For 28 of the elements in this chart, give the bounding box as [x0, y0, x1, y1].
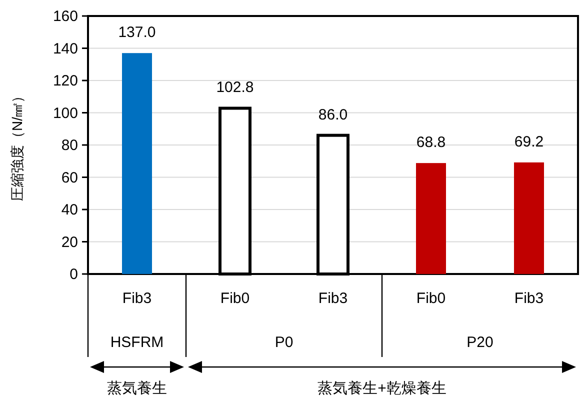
y-tick-label: 100: [52, 104, 78, 122]
text: 蒸気養生: [107, 380, 167, 397]
x-tick-label: Fib0: [416, 290, 446, 307]
y-tick-label: 0: [70, 266, 78, 283]
y-tick-label: 60: [61, 169, 78, 186]
text: HSFRM: [110, 334, 164, 351]
text: P0: [274, 334, 294, 351]
x-tick-label: Fib0: [220, 290, 250, 307]
y-tick-label: 160: [52, 8, 78, 25]
x-tick-label: Fib3: [122, 290, 152, 307]
text: P20: [466, 334, 494, 351]
data-label: 137.0: [118, 24, 156, 42]
data-label: 68.8: [416, 134, 446, 152]
data-label: 86.0: [318, 106, 348, 124]
y-axis-title: 圧縮強度（N/㎟）: [9, 89, 25, 201]
bar: [514, 162, 544, 274]
bar: [416, 163, 446, 274]
x-tick-label: Fib3: [514, 290, 544, 307]
y-tick-label: 20: [61, 234, 78, 251]
y-tick-label: 120: [52, 72, 78, 90]
y-tick-label: 140: [52, 40, 78, 58]
bar: [122, 53, 152, 274]
data-label: 69.2: [514, 133, 544, 150]
y-tick-label: 80: [61, 137, 78, 154]
data-label: 102.8: [216, 79, 254, 96]
x-tick-label: Fib3: [318, 290, 348, 307]
text: 蒸気養生+乾燥養生: [318, 380, 446, 397]
y-tick-label: 40: [61, 202, 78, 218]
